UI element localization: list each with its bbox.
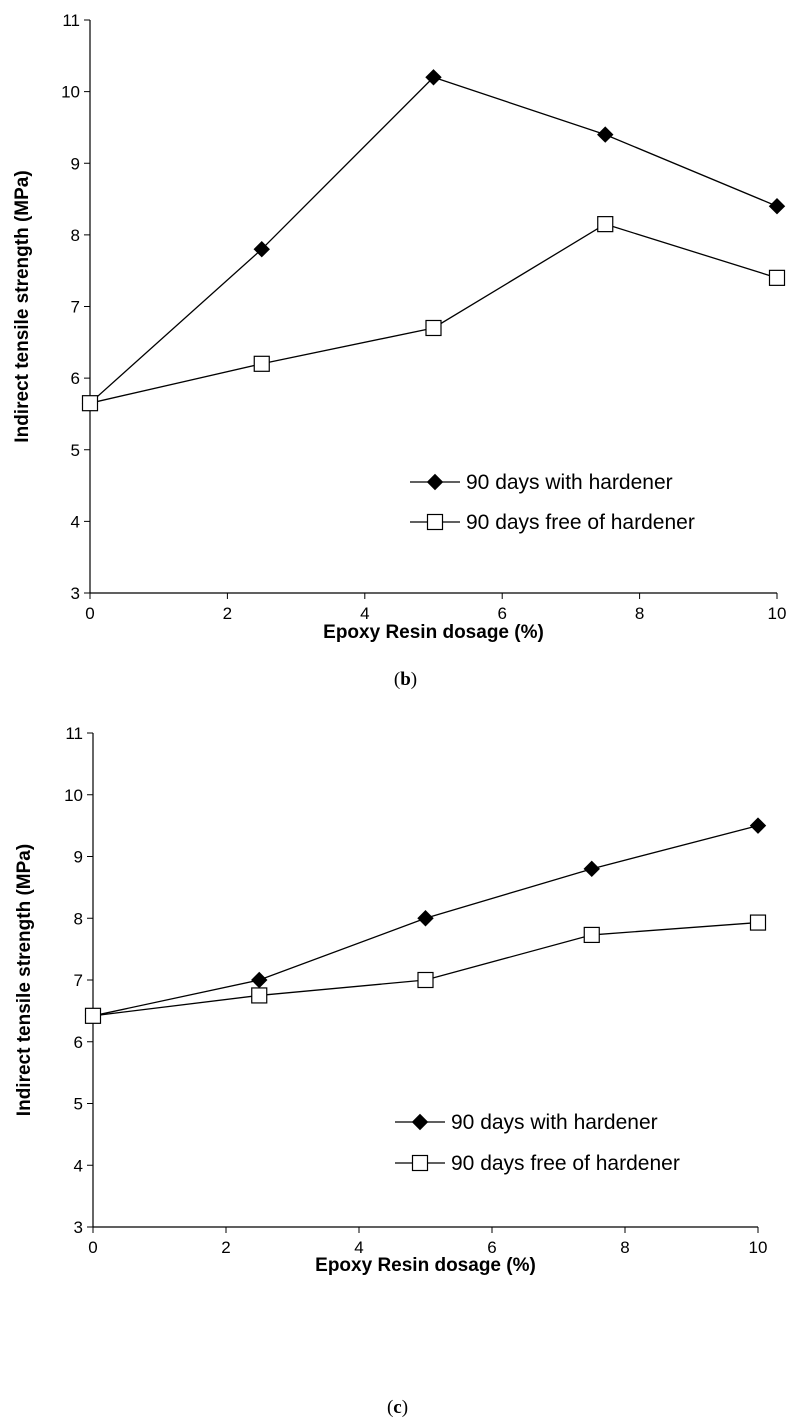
data-point-with-hardener: [425, 69, 442, 86]
x-axis-title: Epoxy Resin dosage (%): [315, 1255, 536, 1276]
data-point-with-hardener: [768, 198, 786, 215]
x-tick-label: 4: [360, 604, 369, 623]
x-tick-label: 0: [85, 604, 94, 623]
data-point-free-of-hardener: [417, 971, 434, 989]
y-tick-label: 10: [64, 786, 83, 805]
x-tick-label: 10: [749, 1238, 768, 1257]
y-tick-label: 8: [74, 909, 83, 928]
y-tick-label: 3: [74, 1218, 83, 1237]
x-tick-label: 6: [497, 604, 506, 623]
legend-label: 90 days with hardener: [451, 1111, 658, 1134]
data-point-free-of-hardener: [84, 1007, 102, 1024]
data-point-with-hardener: [749, 817, 767, 834]
y-tick-label: 9: [74, 848, 83, 867]
x-tick-label: 6: [487, 1238, 496, 1257]
data-point-with-hardener: [597, 126, 614, 143]
y-tick-label: 7: [74, 971, 83, 990]
legend-marker-free-of-hardener: [426, 513, 444, 531]
x-tick-label: 2: [221, 1238, 230, 1257]
series-line-with-hardener: [89, 76, 778, 404]
legend-label: 90 days free of hardener: [451, 1152, 680, 1175]
data-point-free-of-hardener: [597, 216, 614, 233]
legend-label: 90 days with hardener: [466, 471, 673, 494]
y-axis-title: Indirect tensile strength (MPa): [12, 170, 33, 442]
y-tick-label: 7: [71, 298, 80, 317]
data-point-free-of-hardener: [768, 269, 786, 286]
y-tick-label: 5: [71, 441, 80, 460]
legend-marker-with-hardener: [411, 1113, 429, 1131]
series-line-free-of-hardener: [89, 223, 778, 404]
data-point-free-of-hardener: [583, 926, 600, 944]
x-tick-label: 10: [768, 604, 787, 623]
data-point-with-hardener: [251, 971, 268, 989]
y-tick-label: 3: [71, 584, 80, 603]
x-tick-label: 8: [620, 1238, 629, 1257]
data-point-with-hardener: [253, 240, 270, 258]
y-tick-label: 5: [74, 1095, 83, 1114]
data-point-free-of-hardener: [253, 355, 270, 372]
chart-panel-b: 3 4 5 6 7 8 9 10 11 0 2 4 6 8 10 Epoxy Resin dosage (%)…: [12, 11, 786, 690]
x-axis-title: Epoxy Resin dosage (%): [323, 622, 544, 643]
x-tick-label: 8: [635, 604, 644, 623]
data-point-free-of-hardener: [749, 914, 767, 931]
caption-close-paren: ): [402, 1397, 408, 1418]
data-point-free-of-hardener: [425, 319, 442, 337]
caption-open-paren: (: [394, 669, 400, 690]
y-tick-label: 4: [74, 1156, 83, 1175]
y-tick-label: 8: [71, 226, 80, 245]
data-point-free-of-hardener: [251, 987, 268, 1004]
x-tick-label: 0: [88, 1238, 97, 1257]
data-point-with-hardener: [417, 910, 434, 927]
caption-open-paren: (: [387, 1397, 393, 1418]
caption-letter: b: [400, 669, 411, 690]
legend-label: 90 days free of hardener: [466, 511, 695, 534]
y-tick-label: 6: [71, 369, 80, 388]
chart-panel-c: 3 4 5 6 7 8 9 10 11 0 2 4 6 8 10 Epoxy Resin dosage (%)…: [14, 724, 767, 1418]
caption-letter: c: [393, 1397, 401, 1418]
panel-caption: (b): [394, 669, 417, 690]
y-tick-label: 11: [62, 11, 80, 30]
y-tick-label: 9: [71, 154, 80, 173]
y-tick-label: 6: [74, 1033, 83, 1052]
data-point-with-hardener: [583, 860, 600, 878]
legend-marker-free-of-hardener: [411, 1154, 429, 1172]
y-axis-title: Indirect tensile strength (MPa): [14, 844, 35, 1116]
y-tick-label: 10: [61, 83, 80, 102]
legend-marker-with-hardener: [426, 473, 444, 491]
series-line-free-of-hardener: [92, 921, 759, 1017]
x-tick-label: 2: [223, 604, 232, 623]
caption-close-paren: ): [411, 669, 417, 690]
panel-caption: (c): [387, 1397, 408, 1418]
data-point-free-of-hardener: [81, 395, 99, 412]
y-tick-label: 11: [65, 724, 83, 743]
y-tick-label: 4: [71, 512, 80, 531]
x-tick-label: 4: [354, 1238, 363, 1257]
